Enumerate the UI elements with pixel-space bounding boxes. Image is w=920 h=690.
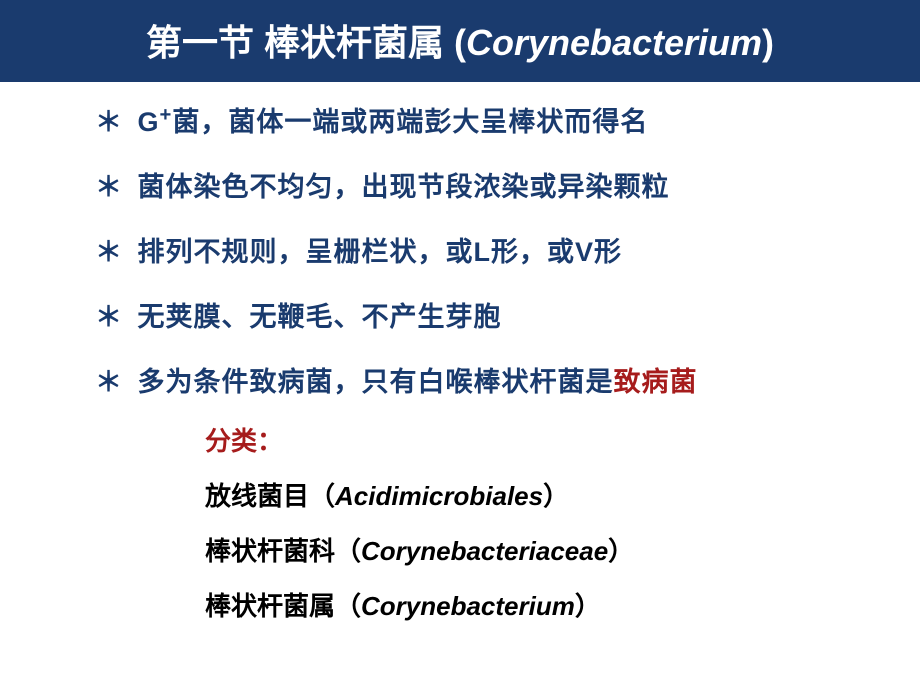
- title-cn: 第一节 棒状杆菌属 (: [146, 22, 466, 63]
- title-bar: 第一节 棒状杆菌属 (Corynebacterium): [0, 0, 920, 82]
- star-icon: ＊: [95, 302, 123, 332]
- cls-cn: ）: [608, 536, 634, 566]
- cls-cn: 放线菌目（: [205, 481, 335, 511]
- content-area: ＊ G+菌，菌体一端或两端彭大呈棒状而得名 ＊ 菌体染色不均匀，出现节段浓染或异…: [0, 82, 920, 623]
- bullet-3: ＊ 排列不规则，呈栅栏状，或L形，或V形: [95, 230, 860, 269]
- title-close: ): [762, 22, 774, 63]
- bullet-highlight: 致病菌: [614, 367, 698, 397]
- star-icon: ＊: [95, 172, 123, 202]
- bullet-5: ＊ 多为条件致病菌，只有白喉棒状杆菌是致病菌: [95, 360, 860, 399]
- classification-heading: 分类：: [205, 421, 860, 458]
- bullet-sup: +: [160, 104, 173, 126]
- classification-block: 分类： 放线菌目（Acidimicrobiales） 棒状杆菌科（Coryneb…: [95, 421, 860, 623]
- cls-latin: Corynebacterium: [361, 591, 575, 621]
- bullet-text: 多为条件致病菌，只有白喉棒状杆菌是: [138, 367, 614, 397]
- classification-line-2: 棒状杆菌科（Corynebacteriaceae）: [205, 531, 860, 568]
- star-icon: ＊: [95, 107, 123, 137]
- bullet-4: ＊ 无荚膜、无鞭毛、不产生芽胞: [95, 295, 860, 334]
- bullet-text: 菌，菌体一端或两端彭大呈棒状而得名: [172, 107, 648, 137]
- bullet-1: ＊ G+菌，菌体一端或两端彭大呈棒状而得名: [95, 100, 860, 139]
- cls-latin: Corynebacteriaceae: [361, 536, 608, 566]
- cls-cn: 棒状杆菌属（: [205, 591, 361, 621]
- cls-cn: 棒状杆菌科（: [205, 536, 361, 566]
- bullet-text: 排列不规则，呈栅栏状，或L形，或V形: [138, 237, 623, 267]
- cls-latin: Acidimicrobiales: [335, 481, 543, 511]
- title-latin: Corynebacterium: [466, 22, 762, 63]
- classification-line-3: 棒状杆菌属（Corynebacterium）: [205, 586, 860, 623]
- bullet-text: G: [138, 107, 160, 137]
- bullet-2: ＊ 菌体染色不均匀，出现节段浓染或异染颗粒: [95, 165, 860, 204]
- bullet-text: 菌体染色不均匀，出现节段浓染或异染颗粒: [138, 172, 670, 202]
- cls-cn: ）: [543, 481, 569, 511]
- bullet-text: 无荚膜、无鞭毛、不产生芽胞: [138, 302, 502, 332]
- star-icon: ＊: [95, 237, 123, 267]
- cls-cn: ）: [575, 591, 601, 621]
- classification-line-1: 放线菌目（Acidimicrobiales）: [205, 476, 860, 513]
- star-icon: ＊: [95, 367, 123, 397]
